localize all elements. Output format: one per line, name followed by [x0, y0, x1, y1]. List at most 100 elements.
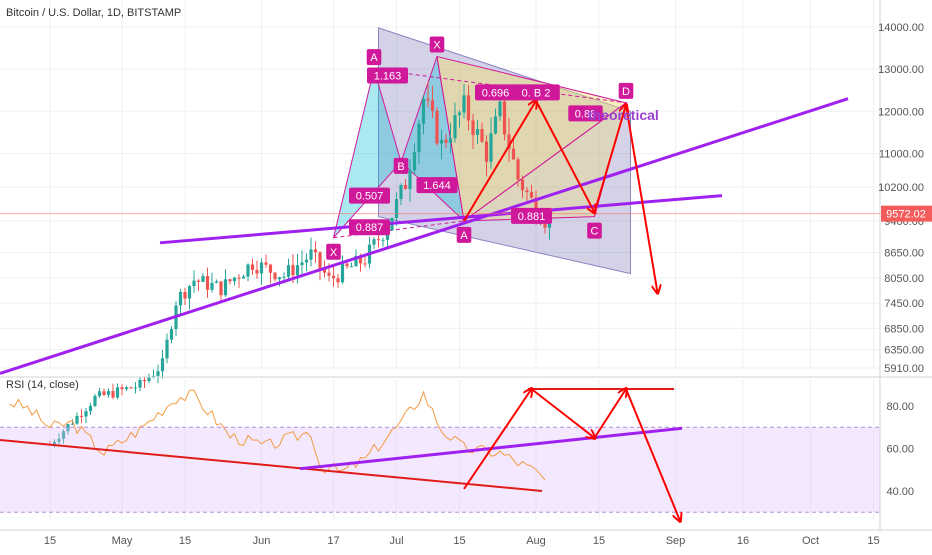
candle: [93, 393, 97, 408]
candle: [84, 407, 88, 424]
candle-body: [291, 265, 295, 276]
candle-body: [511, 148, 516, 160]
candle-body: [300, 262, 304, 266]
candle: [439, 129, 444, 160]
ratio-label-bg: [349, 219, 390, 236]
candle-body: [480, 129, 484, 142]
candle: [300, 250, 304, 277]
ascending-trendline: [0, 97, 849, 375]
ratio-label: 0.881: [518, 211, 546, 223]
candle: [259, 258, 264, 285]
candle: [250, 258, 255, 276]
candle-body: [70, 423, 75, 425]
candle: [178, 288, 183, 316]
candle: [147, 373, 151, 384]
candle: [102, 388, 106, 397]
candle-body: [183, 291, 187, 299]
projection-arrow: [625, 104, 658, 293]
candle: [219, 281, 223, 302]
candle: [462, 84, 466, 119]
candle: [187, 285, 192, 310]
candle-body: [372, 239, 376, 245]
candle-body: [264, 262, 268, 265]
candle-body: [237, 277, 241, 279]
candle: [417, 119, 421, 164]
candle: [264, 254, 268, 268]
candle: [493, 108, 498, 135]
time-tick-label: Oct: [802, 535, 819, 547]
pattern-point-label-bg: [429, 36, 445, 53]
time-tick-label: 15: [867, 535, 879, 547]
candle: [507, 117, 511, 162]
time-tick-label: 15: [593, 535, 605, 547]
candle-body: [187, 286, 192, 299]
candle-body: [97, 391, 102, 397]
candle-body: [489, 133, 493, 162]
candle-body: [84, 411, 88, 417]
time-tick-label: Jul: [389, 535, 403, 547]
candle: [403, 179, 408, 190]
time-tick-label: 15: [179, 535, 191, 547]
candle-body: [345, 263, 349, 267]
rsi-tick-label: 60.00: [886, 444, 914, 456]
candle-body: [471, 120, 475, 135]
candle: [61, 429, 66, 444]
pattern-point-label-bg: [587, 222, 602, 239]
price-tick-label: 14000.00: [878, 22, 924, 34]
rsi-title: RSI (14, close): [6, 379, 79, 391]
ratio-label-bg: [568, 105, 603, 122]
projection-arrow: [463, 101, 536, 222]
candle-body: [124, 387, 129, 390]
candle-body: [318, 252, 322, 269]
candle-body: [408, 170, 412, 189]
candle: [525, 187, 529, 201]
candlestick-series: [48, 81, 552, 448]
pattern-point-label-bg: [393, 157, 409, 174]
candle-body: [394, 199, 399, 218]
candle: [88, 402, 93, 416]
candle-body: [178, 291, 183, 306]
candle: [520, 175, 525, 199]
candle: [129, 386, 133, 389]
candle-body: [502, 101, 507, 135]
candle: [318, 251, 322, 281]
candle-body: [192, 280, 196, 287]
candle: [174, 301, 178, 336]
candle-body: [466, 95, 471, 121]
pattern-point-label: A: [370, 52, 378, 64]
candle-body: [205, 276, 210, 290]
candle-body: [507, 134, 511, 149]
candle-body: [268, 264, 273, 273]
candle: [529, 184, 534, 199]
candle: [475, 120, 480, 144]
ratio-label-bg: [416, 177, 458, 194]
candle: [313, 241, 318, 263]
candle: [115, 383, 120, 400]
projection-arrow: [593, 105, 627, 213]
candle: [196, 279, 201, 292]
candle: [192, 270, 196, 293]
pattern-point-label: D: [622, 86, 630, 98]
price-tick-label: 6850.00: [884, 323, 924, 335]
candle-body: [417, 123, 421, 153]
pattern-point-label: A: [460, 230, 468, 242]
candle-body: [232, 277, 237, 282]
rsi-descending-line: [0, 439, 543, 492]
candle-body: [102, 391, 106, 395]
candle-body: [304, 259, 309, 263]
candle: [273, 271, 277, 282]
candle: [183, 287, 187, 306]
chart-title: Bitcoin / U.S. Dollar, 1D, BITSTAMP: [6, 7, 181, 19]
candle: [471, 113, 475, 149]
candle-body: [259, 262, 264, 274]
candle: [232, 276, 237, 286]
ratio-label: 0.88: [575, 108, 596, 120]
candle-body: [133, 387, 138, 389]
candle-body: [547, 221, 552, 228]
candle-body: [475, 129, 480, 135]
rsi-tick-label: 40.00: [886, 486, 914, 498]
candle: [142, 376, 147, 389]
candle-body: [88, 405, 93, 412]
